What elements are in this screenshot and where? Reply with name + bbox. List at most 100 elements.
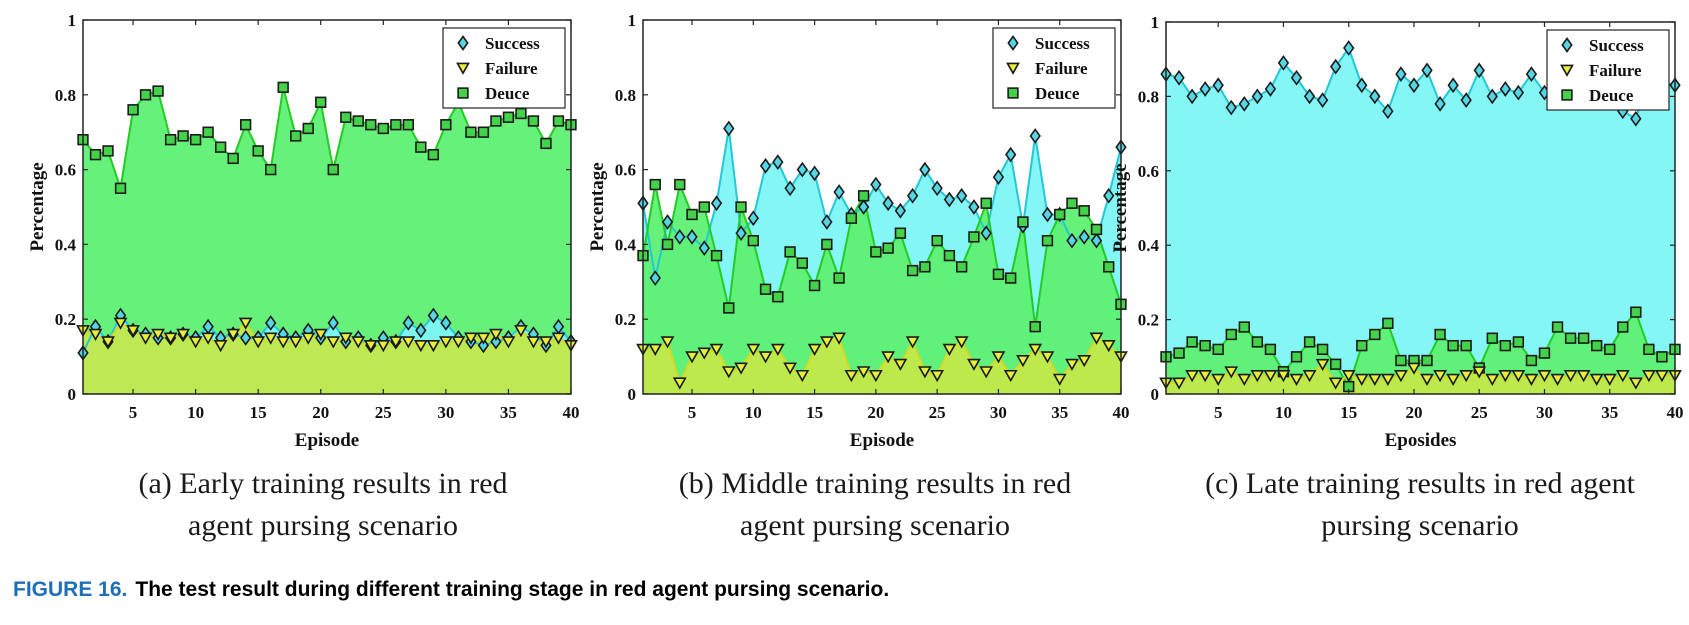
legend-label-failure: Failure xyxy=(1035,59,1088,78)
point-success xyxy=(1264,81,1277,97)
point-deuce xyxy=(1577,332,1590,344)
point-success xyxy=(674,229,686,245)
point-deuce xyxy=(1395,354,1407,367)
y-tick-label: 0.4 xyxy=(1138,236,1160,255)
point-failure xyxy=(807,343,822,356)
point-deuce xyxy=(290,130,302,142)
point-deuce xyxy=(1329,358,1342,370)
point-success xyxy=(857,199,870,215)
point-failure xyxy=(1185,370,1200,383)
point-failure xyxy=(1589,373,1604,386)
point-success xyxy=(1251,88,1264,105)
point-deuce xyxy=(857,190,870,202)
subfigure-caption-line: agent pursing scenario xyxy=(188,509,458,542)
x-tick-label: 25 xyxy=(375,403,392,422)
point-deuce xyxy=(139,89,152,101)
point-failure xyxy=(1420,373,1434,386)
point-failure xyxy=(463,332,478,345)
point-failure xyxy=(1263,370,1278,383)
point-deuce xyxy=(1017,216,1029,228)
point-failure xyxy=(1198,370,1213,383)
point-failure xyxy=(489,328,503,341)
point-deuce xyxy=(784,246,796,258)
point-failure xyxy=(338,332,353,345)
point-failure xyxy=(1101,340,1116,353)
point-failure xyxy=(88,328,103,341)
point-deuce xyxy=(352,115,364,127)
point-failure xyxy=(905,336,920,349)
point-failure xyxy=(1367,373,1382,386)
point-success xyxy=(1447,77,1459,94)
point-failure xyxy=(930,369,945,383)
point-deuce xyxy=(265,163,277,176)
point-success xyxy=(1316,92,1329,108)
point-failure xyxy=(1089,332,1104,345)
point-failure xyxy=(376,340,391,353)
point-failure xyxy=(1433,370,1447,383)
line-success xyxy=(82,313,572,354)
point-success xyxy=(1486,88,1498,105)
point-failure xyxy=(746,343,761,356)
point-failure xyxy=(1537,370,1552,383)
point-success xyxy=(992,169,1005,185)
point-deuce xyxy=(1564,332,1577,344)
point-deuce xyxy=(189,134,202,146)
point-failure xyxy=(1524,373,1539,386)
legend-marker-failure xyxy=(456,62,470,75)
point-success xyxy=(1186,88,1198,105)
point-success xyxy=(1356,77,1368,94)
y-tick-label: 0.8 xyxy=(1138,87,1159,106)
point-failure xyxy=(1315,358,1330,372)
point-failure xyxy=(844,369,859,383)
legend-label-success: Success xyxy=(1589,36,1644,55)
legend-label-success: Success xyxy=(1035,34,1090,53)
point-success xyxy=(772,154,784,170)
point-success xyxy=(240,330,252,346)
point-failure xyxy=(388,336,403,349)
point-deuce xyxy=(919,261,931,273)
point-failure xyxy=(1641,370,1656,383)
point-deuce xyxy=(845,212,858,224)
point-deuce xyxy=(327,163,339,176)
point-deuce xyxy=(315,96,327,108)
point-failure xyxy=(783,362,797,375)
point-success xyxy=(759,157,772,174)
point-failure xyxy=(819,336,834,349)
point-deuce xyxy=(515,107,527,120)
point-failure xyxy=(1028,343,1043,356)
point-success xyxy=(1199,81,1211,97)
point-failure xyxy=(1394,370,1408,383)
y-tick-label: 0.4 xyxy=(615,235,637,254)
point-success xyxy=(747,210,759,227)
point-failure xyxy=(351,336,366,349)
x-tick-label: 25 xyxy=(1471,403,1488,422)
legend-label-deuce: Deuce xyxy=(485,84,530,103)
y-tick-label: 0 xyxy=(68,385,77,404)
point-deuce xyxy=(440,119,452,131)
point-deuce xyxy=(796,257,809,269)
y-tick-label: 0.4 xyxy=(55,235,77,254)
point-deuce xyxy=(1103,261,1115,273)
y-tick-label: 1 xyxy=(628,11,637,30)
point-success xyxy=(980,225,992,242)
subfigure-caption-line: agent pursing scenario xyxy=(740,509,1010,542)
point-success xyxy=(1499,81,1511,97)
point-deuce xyxy=(882,242,894,254)
point-success xyxy=(1290,69,1303,86)
point-deuce xyxy=(968,231,980,243)
figure-caption-text: The test result during different trainin… xyxy=(135,578,890,601)
y-tick-label: 0.8 xyxy=(55,86,76,105)
legend-label-deuce: Deuce xyxy=(1589,86,1634,105)
point-deuce xyxy=(686,208,698,221)
point-success xyxy=(686,229,698,245)
point-deuce xyxy=(1090,223,1103,236)
point-failure xyxy=(438,336,453,349)
point-failure xyxy=(1498,370,1513,383)
point-deuce xyxy=(674,178,686,191)
point-success xyxy=(919,161,931,178)
point-deuce xyxy=(202,126,214,138)
point-deuce xyxy=(540,137,552,150)
point-failure xyxy=(163,332,178,345)
point-deuce xyxy=(821,238,833,251)
point-deuce xyxy=(1434,328,1446,341)
